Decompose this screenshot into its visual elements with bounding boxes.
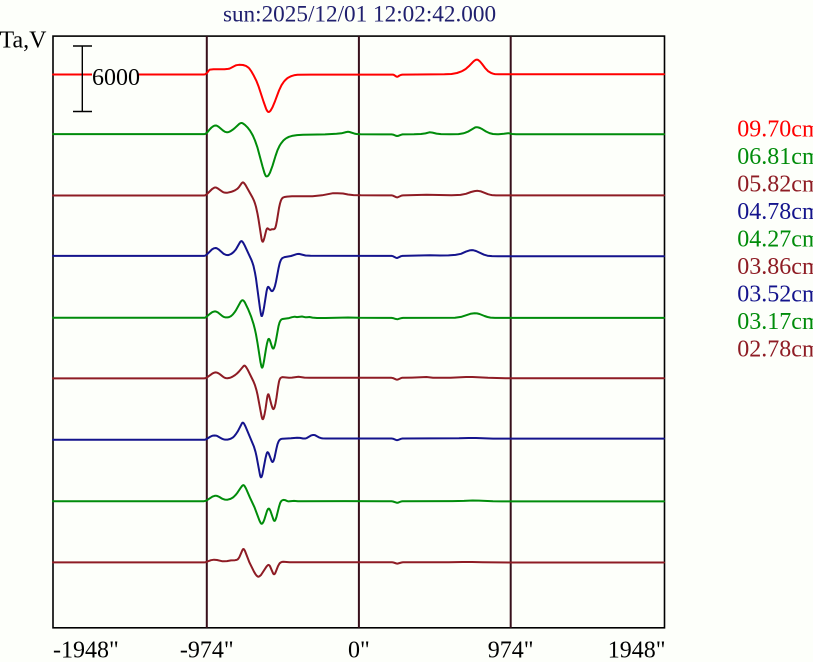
svg-text:sun:2025/12/01 12:02:42.000: sun:2025/12/01 12:02:42.000 (223, 1, 496, 27)
svg-text:6000: 6000 (92, 65, 140, 91)
svg-text:02.78cm: 02.78cm (737, 336, 813, 362)
svg-text:03.52cm: 03.52cm (737, 281, 813, 307)
svg-text:1948": 1948" (608, 638, 666, 662)
svg-text:Ta,V: Ta,V (0, 28, 47, 54)
svg-text:05.82cm: 05.82cm (737, 171, 813, 197)
svg-text:09.70cm: 09.70cm (737, 116, 813, 142)
svg-text:03.86cm: 03.86cm (737, 254, 813, 280)
svg-text:03.17cm: 03.17cm (737, 309, 813, 335)
svg-text:04.78cm: 04.78cm (737, 199, 813, 225)
svg-text:06.81cm: 06.81cm (737, 144, 813, 170)
svg-text:974": 974" (488, 638, 534, 662)
svg-text:04.27cm: 04.27cm (737, 226, 813, 252)
svg-text:-974": -974" (180, 638, 234, 662)
svg-text:0": 0" (348, 638, 370, 662)
svg-text:-1948": -1948" (53, 638, 119, 662)
